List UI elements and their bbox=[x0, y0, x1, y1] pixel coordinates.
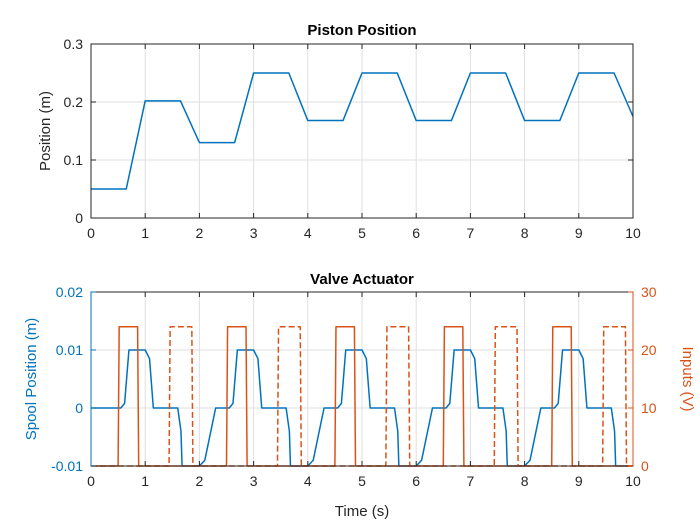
x-tick-label: 6 bbox=[412, 225, 420, 241]
left-y-axis-label: Spool Position (m) bbox=[23, 318, 40, 441]
x-tick-label: 6 bbox=[412, 473, 420, 489]
y-axis-label: Position (m) bbox=[37, 91, 54, 171]
right-y-tick-label: 30 bbox=[641, 284, 657, 300]
series-lines bbox=[91, 72, 634, 190]
piston-position-line bbox=[91, 72, 634, 190]
x-tick-label: 3 bbox=[250, 473, 258, 489]
input-voltage-solid-line bbox=[91, 326, 633, 467]
x-tick-label: 2 bbox=[196, 225, 204, 241]
x-tick-label: 7 bbox=[467, 225, 475, 241]
y-tick-label: 0.3 bbox=[64, 36, 84, 52]
x-tick-label: 9 bbox=[575, 225, 583, 241]
input-voltage-dashed-line bbox=[91, 326, 633, 467]
x-tick-label: 8 bbox=[521, 473, 529, 489]
left-y-tick-label: -0.01 bbox=[51, 458, 83, 474]
x-tick-label: 5 bbox=[358, 473, 366, 489]
left-y-tick-label: 0.01 bbox=[56, 342, 83, 358]
y-tick-label: 0.1 bbox=[64, 152, 84, 168]
x-tick-label: 10 bbox=[625, 473, 641, 489]
chart-title: Piston Position bbox=[307, 22, 416, 39]
x-tick-label: 4 bbox=[304, 225, 312, 241]
right-y-tick-label: 0 bbox=[641, 458, 649, 474]
x-tick-label: 2 bbox=[196, 473, 204, 489]
left-y-tick-label: 0.02 bbox=[56, 284, 83, 300]
x-tick-label: 1 bbox=[141, 473, 149, 489]
y-tick-label: 0.2 bbox=[64, 94, 84, 110]
x-axis-label: Time (s) bbox=[335, 503, 389, 520]
x-tick-label: 5 bbox=[358, 225, 366, 241]
x-tick-label: 8 bbox=[521, 225, 529, 241]
x-tick-label: 3 bbox=[250, 225, 258, 241]
x-tick-label: 0 bbox=[87, 225, 95, 241]
ticks: 0 1 2 3 4 5 6 7 8 9 10 0 0.1 0.2 0.3 bbox=[64, 36, 641, 241]
x-tick-label: 9 bbox=[575, 473, 583, 489]
x-tick-label: 7 bbox=[467, 473, 475, 489]
y-tick-label: 0 bbox=[75, 210, 83, 226]
x-tick-label: 4 bbox=[304, 473, 312, 489]
right-y-tick-label: 10 bbox=[641, 400, 657, 416]
left-y-tick-label: 0 bbox=[75, 400, 83, 416]
right-y-axis-label: Inputs (V) bbox=[679, 346, 696, 411]
right-y-tick-label: 20 bbox=[641, 342, 657, 358]
piston-position-axes: 0 1 2 3 4 5 6 7 8 9 10 0 0.1 0.2 0.3 Piston Position P… bbox=[37, 22, 641, 241]
chart-title: Valve Actuator bbox=[310, 271, 414, 288]
x-tick-label: 10 bbox=[625, 225, 641, 241]
x-tick-label: 0 bbox=[87, 473, 95, 489]
x-tick-label: 1 bbox=[141, 225, 149, 241]
